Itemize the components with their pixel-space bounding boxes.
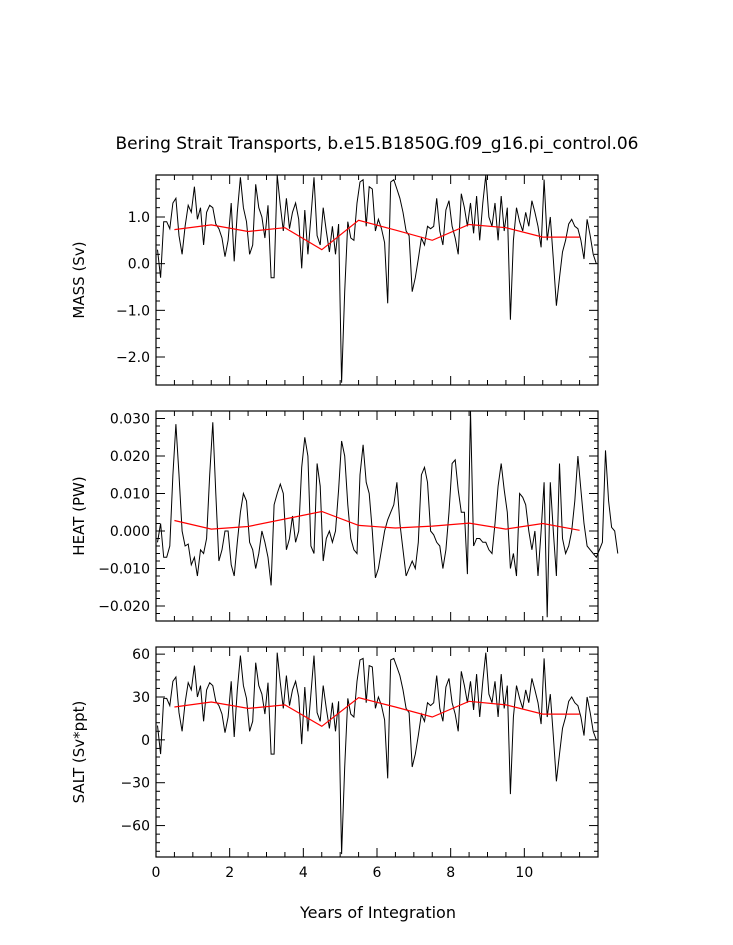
x-tick-label: 2 (225, 865, 234, 881)
mass-y-tick-label: −2.0 (116, 350, 150, 366)
x-tick-label: 6 (373, 865, 382, 881)
salt-panel: 60 30 0 −30 −60 SALT (Sv*ppt) 0 2 4 6 8 10 (70, 646, 599, 881)
x-tick-label: 0 (152, 865, 161, 881)
x-tick-label: 4 (299, 865, 308, 881)
mass-y-tick-label: 0.0 (128, 257, 150, 273)
heat-annual-mean-series (174, 510, 580, 531)
salt-y-tick-label: 30 (132, 690, 150, 706)
salt-y-tick-label: 60 (132, 647, 150, 663)
heat-monthly-series (157, 410, 619, 618)
mass-y-tick-label: −1.0 (116, 303, 150, 319)
salt-y-tick-label: 0 (141, 733, 150, 749)
mass-y-tick-label: 1.0 (128, 210, 150, 226)
heat-y-tick-label: 0.020 (110, 449, 150, 465)
salt-monthly-series (157, 652, 597, 855)
chart-title: Bering Strait Transports, b.e15.B1850G.f… (115, 134, 638, 154)
salt-y-tick-label: −30 (120, 776, 150, 792)
mass-monthly-series (157, 174, 597, 383)
heat-y-tick-label: −0.010 (98, 562, 150, 578)
x-axis-label: Years of Integration (299, 903, 456, 922)
heat-panel: 0.030 0.020 0.010 0.000 −0.010 −0.020 HEAT (PW… (70, 410, 619, 622)
mass-panel: 1.0 0.0 −1.0 −2.0 MASS (Sv) (70, 174, 599, 386)
heat-y-tick-label: 0.030 (110, 412, 150, 428)
heat-y-axis-label: HEAT (PW) (70, 476, 88, 555)
mass-annual-mean-series (174, 219, 580, 251)
heat-frame (155, 410, 599, 622)
salt-y-axis-label: SALT (Sv*ppt) (70, 701, 88, 804)
x-tick-label: 8 (446, 865, 455, 881)
heat-y-tick-label: 0.000 (110, 524, 150, 540)
heat-y-tick-label: −0.020 (98, 599, 150, 615)
salt-y-tick-label: −60 (120, 819, 150, 835)
x-tick-label: 10 (515, 865, 533, 881)
mass-y-axis-label: MASS (Sv) (70, 241, 88, 318)
salt-annual-mean-series (174, 697, 580, 728)
heat-y-tick-label: 0.010 (110, 487, 150, 503)
